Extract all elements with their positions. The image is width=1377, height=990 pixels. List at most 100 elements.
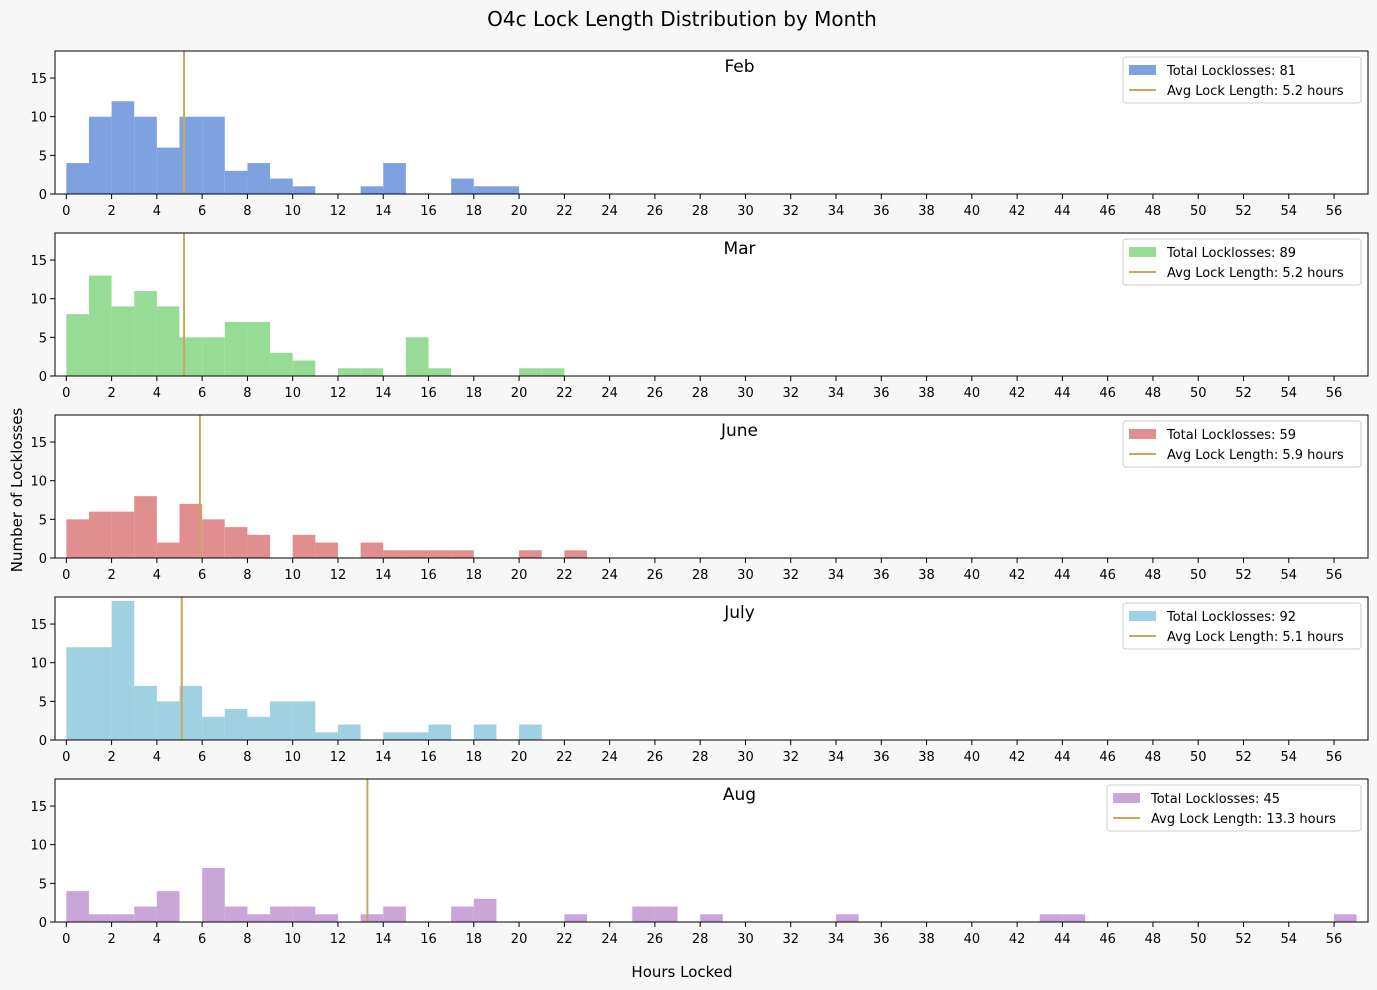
x-tick-label: 28	[692, 204, 709, 219]
histogram-bar	[179, 337, 203, 376]
histogram-bar	[224, 170, 248, 194]
histogram-bar	[360, 186, 384, 194]
x-tick-label: 26	[647, 204, 664, 219]
x-tick-label: 8	[243, 386, 251, 401]
histogram-bar	[88, 275, 112, 376]
x-tick-label: 40	[964, 386, 981, 401]
histogram-bar	[292, 534, 316, 558]
axes-frame	[54, 778, 1369, 923]
legend-swatch-bars	[1129, 65, 1156, 75]
x-tick-label: 14	[375, 386, 392, 401]
axes-frame	[54, 50, 1369, 195]
x-tick-label: 18	[466, 568, 483, 583]
y-tick-label: 10	[30, 475, 47, 490]
histogram-bar	[405, 732, 429, 740]
x-tick-label: 4	[153, 750, 161, 765]
x-tick-label: 12	[330, 568, 347, 583]
panels-group: 0 2 4 6 8 10 12 14 16 18 20 22 24 26 28 30 32 34 36 38 40 42 4…	[30, 50, 1369, 947]
histogram-bar	[111, 914, 135, 922]
x-tick-label: 6	[198, 204, 206, 219]
legend-swatch-bars	[1129, 611, 1156, 621]
x-tick-label: 54	[1280, 750, 1297, 765]
histogram-bar	[473, 186, 497, 194]
chart-title: O4c Lock Length Distribution by Month	[487, 7, 877, 31]
x-tick-label: 8	[243, 750, 251, 765]
x-tick-label: 56	[1326, 568, 1343, 583]
histogram-bar	[270, 178, 293, 194]
x-tick-label: 54	[1280, 568, 1297, 583]
histogram-bar	[134, 685, 157, 740]
legend-avg-label: Avg Lock Length: 5.2 hours	[1167, 266, 1344, 281]
x-tick-label: 32	[782, 932, 799, 947]
panel-month-title: June	[720, 421, 758, 441]
x-tick-label: 6	[198, 932, 206, 947]
x-tick-label: 20	[511, 204, 528, 219]
x-tick-label: 54	[1280, 204, 1297, 219]
histogram-bar	[179, 116, 203, 194]
histogram-bar	[632, 906, 655, 922]
x-tick-label: 46	[1099, 204, 1116, 219]
x-tick-label: 24	[601, 568, 618, 583]
x-tick-label: 42	[1009, 568, 1026, 583]
x-tick-label: 12	[330, 750, 347, 765]
y-tick-label: 10	[30, 839, 47, 854]
x-tick-label: 38	[918, 750, 935, 765]
x-tick-label: 2	[107, 204, 115, 219]
x-tick-label: 0	[62, 932, 70, 947]
x-tick-label: 12	[330, 386, 347, 401]
panel-month-title: Aug	[723, 785, 756, 805]
x-tick-label: 44	[1054, 750, 1071, 765]
x-tick-label: 52	[1235, 568, 1252, 583]
histogram-bar	[315, 542, 338, 558]
x-tick-label: 10	[284, 386, 301, 401]
x-tick-label: 28	[692, 750, 709, 765]
x-tick-label: 16	[420, 204, 437, 219]
x-tick-label: 54	[1280, 932, 1297, 947]
histogram-bar	[292, 186, 316, 194]
panel-aug: 0 2 4 6 8 10 12 14 16 18 20 22 24 26 28 30 32 34 36 38 40 42 4…	[30, 778, 1369, 947]
histogram-bar	[111, 306, 135, 376]
x-tick-label: 46	[1099, 568, 1116, 583]
x-tick-label: 12	[330, 932, 347, 947]
x-tick-label: 30	[737, 386, 754, 401]
histogram-bar	[1062, 914, 1086, 922]
panel-mar: 0 2 4 6 8 10 12 14 16 18 20 22 24 26 28 30 32 34 36 38 40 42 4…	[30, 232, 1369, 401]
x-tick-label: 20	[511, 750, 528, 765]
histogram-bar	[428, 368, 452, 376]
x-tick-label: 52	[1235, 932, 1252, 947]
legend-swatch-bars	[1129, 247, 1156, 257]
x-tick-label: 36	[873, 750, 890, 765]
y-tick-label: 5	[39, 513, 47, 528]
x-tick-label: 28	[692, 568, 709, 583]
x-tick-label: 56	[1326, 932, 1343, 947]
x-tick-label: 26	[647, 386, 664, 401]
x-tick-label: 30	[737, 568, 754, 583]
x-tick-label: 22	[556, 386, 573, 401]
x-tick-label: 24	[601, 204, 618, 219]
x-tick-label: 20	[511, 932, 528, 947]
histogram-bar	[270, 352, 293, 376]
histogram-bar	[247, 534, 271, 558]
x-tick-label: 6	[198, 386, 206, 401]
legend: Total Locklosses: 89 Avg Lock Length: 5.2…	[1122, 238, 1362, 286]
y-axis-label: Number of Locklosses	[8, 408, 26, 573]
histogram-bar	[405, 337, 429, 376]
histogram-bar	[519, 724, 542, 740]
histogram-bar	[473, 898, 497, 922]
x-tick-label: 4	[153, 568, 161, 583]
x-tick-label: 26	[647, 932, 664, 947]
x-tick-label: 38	[918, 932, 935, 947]
x-tick-label: 50	[1190, 204, 1207, 219]
x-tick-label: 28	[692, 386, 709, 401]
histogram-bar	[315, 914, 338, 922]
y-tick-label: 0	[39, 734, 47, 749]
histogram-bar	[428, 550, 452, 558]
x-tick-label: 6	[198, 750, 206, 765]
histogram-bar	[111, 101, 135, 194]
x-tick-label: 20	[511, 386, 528, 401]
histogram-bar	[270, 906, 293, 922]
x-tick-label: 0	[62, 750, 70, 765]
histogram-bar	[360, 368, 384, 376]
x-tick-label: 16	[420, 386, 437, 401]
x-tick-label: 6	[198, 568, 206, 583]
